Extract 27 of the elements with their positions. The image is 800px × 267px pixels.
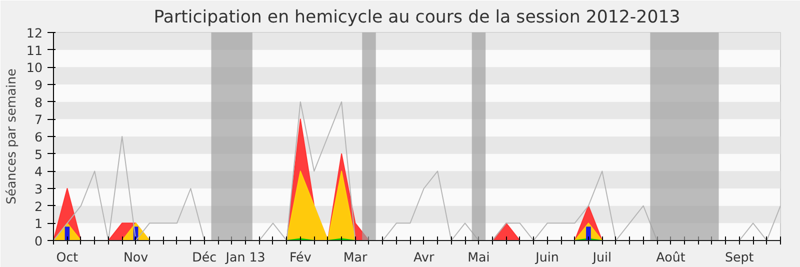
y-tick-label: 11: [26, 42, 43, 58]
y-tick-label: 0: [34, 234, 43, 248]
x-tick-label: Avr: [414, 250, 435, 264]
y-tick-label: 3: [34, 182, 43, 196]
y-tick-label: 4: [34, 164, 43, 180]
x-tick-label: Fév: [289, 250, 312, 264]
x-tick-label: Déc: [192, 250, 217, 264]
x-tick-label: Sept: [724, 250, 754, 264]
y-tick-label: 8: [34, 94, 43, 110]
x-tick-label: Mar: [343, 250, 368, 264]
y-tick-label: 2: [34, 198, 43, 214]
x-tick-label: Juil: [592, 250, 612, 264]
x-tick-label: Juin: [534, 250, 559, 264]
x-tick-label: Jan 13: [224, 250, 266, 264]
y-tick-label: 5: [34, 146, 43, 162]
chart-title: Participation en hemicycle au cours de la session 2012-2013: [154, 8, 680, 28]
y-tick-label: 6: [34, 130, 43, 144]
y-tick-label: 9: [34, 78, 43, 92]
x-tick-label: Nov: [123, 250, 149, 264]
y-tick-label: 10: [26, 60, 43, 76]
x-tick-label: Août: [656, 250, 686, 264]
x-tick-label: Mai: [468, 250, 490, 264]
y-tick-label: 12: [26, 26, 43, 40]
y-tick-label: 1: [34, 216, 43, 232]
x-tick-label: Oct: [56, 250, 78, 264]
y-tick-label: 7: [34, 112, 43, 128]
y-axis-title: Séances par semaine: [3, 68, 18, 204]
